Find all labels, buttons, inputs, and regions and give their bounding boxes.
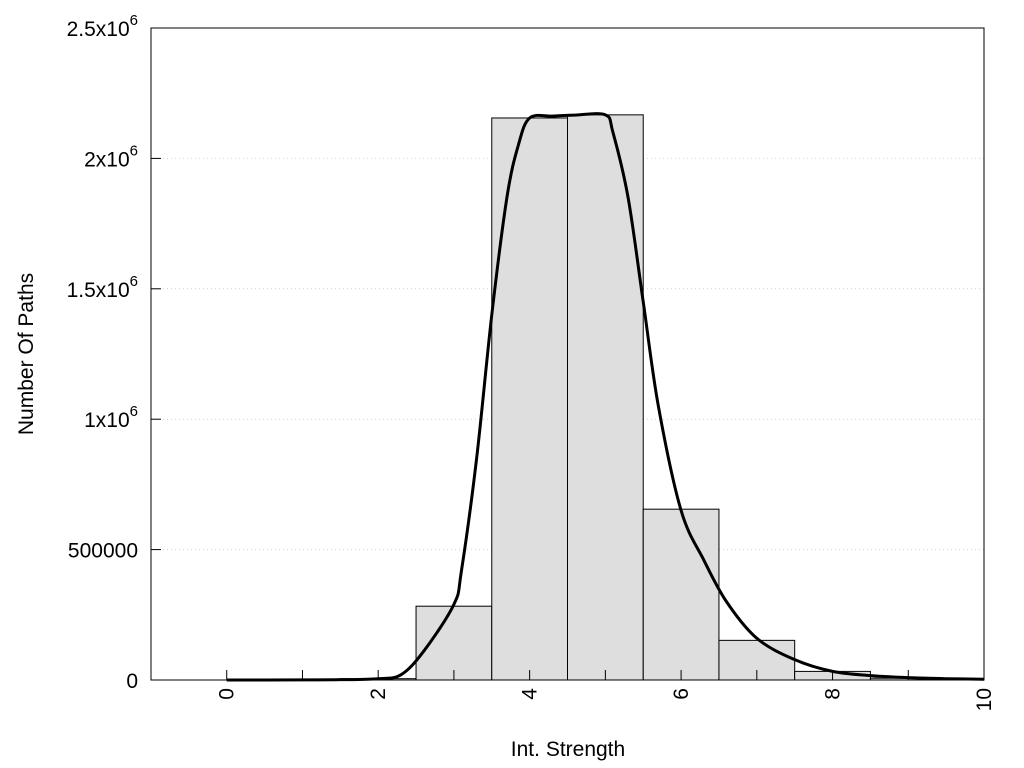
histogram-bar [491, 117, 569, 681]
x-axis-ticks: 0 2 4 6 8 10 [216, 670, 996, 711]
x-tick-label: 6 [670, 688, 693, 700]
y-tick-label: 2x106 [84, 142, 138, 171]
y-tick-label: 1.5x106 [67, 273, 138, 302]
histogram-bar [415, 605, 493, 681]
y-tick-label: 0 [126, 670, 138, 693]
plot-frame [150, 27, 985, 681]
histogram-bar [567, 114, 644, 681]
x-tick-label: 4 [519, 688, 542, 700]
x-tick-label: 0 [216, 688, 239, 700]
y-tick-label: 500000 [68, 540, 138, 563]
x-tick-label: 8 [822, 688, 845, 700]
x-tick-label: 2 [367, 688, 390, 700]
y-tick-label: 2.5x106 [67, 12, 138, 41]
fit-curve [226, 112, 985, 682]
y-axis-ticks: 0 500000 1x106 1.5x106 2x106 2.5x106 [67, 12, 161, 693]
x-axis-label: Int. Strength [511, 738, 625, 761]
x-tick-label: 10 [973, 688, 996, 711]
histogram-bars [264, 114, 947, 681]
y-tick-label: 1x106 [84, 403, 138, 432]
y-axis-label: Number Of Paths [15, 273, 38, 435]
histogram-bar [642, 508, 720, 681]
